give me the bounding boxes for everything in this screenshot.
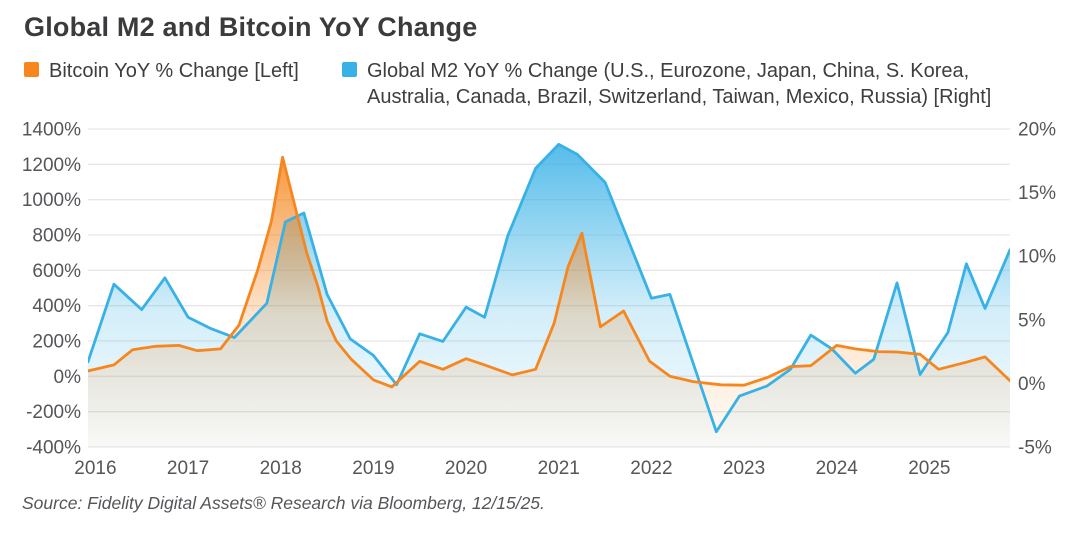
x-axis-year-label: 2018: [260, 458, 302, 479]
right-axis-tick-label: 20%: [1018, 120, 1056, 141]
x-axis-year-label: 2016: [74, 458, 116, 479]
page-title: Global M2 and Bitcoin YoY Change: [24, 12, 478, 42]
x-axis-year-label: 2024: [816, 458, 859, 479]
x-axis-year-label: 2017: [167, 458, 209, 479]
right-axis-tick-label: 0%: [1018, 374, 1046, 395]
legend-item-bitcoin: Bitcoin YoY % Change [Left]: [24, 58, 342, 84]
left-axis-tick-label: 1200%: [22, 155, 81, 176]
legend-item-m2: Global M2 YoY % Change (U.S., Eurozone, …: [342, 58, 1037, 111]
bitcoin-legend-swatch: [24, 62, 39, 77]
left-axis-tick-label: 1000%: [22, 190, 81, 211]
m2-legend-label: Global M2 YoY % Change (U.S., Eurozone, …: [367, 60, 992, 109]
left-axis-tick-label: -400%: [26, 438, 81, 459]
x-axis-year-label: 2019: [352, 458, 394, 479]
bitcoin-legend-label: Bitcoin YoY % Change [Left]: [49, 60, 299, 82]
bitcoin-area: [88, 157, 1010, 448]
source-citation: Source: Fidelity Digital Assets® Researc…: [22, 493, 545, 513]
x-axis-year-label: 2022: [630, 458, 672, 479]
x-axis-year-label: 2021: [538, 458, 580, 479]
right-axis-tick-label: 5%: [1018, 310, 1046, 331]
x-axis-year-label: 2025: [908, 458, 950, 479]
right-axis-tick-label: 15%: [1018, 183, 1056, 204]
left-axis-tick-label: 200%: [32, 332, 81, 353]
left-axis-tick-label: 400%: [32, 296, 81, 317]
legend: Bitcoin YoY % Change [Left] Global M2 Yo…: [24, 58, 1037, 111]
bitcoin-line: [88, 155, 1010, 389]
right-axis-tick-label: 10%: [1018, 247, 1056, 268]
m2-line: [88, 142, 1010, 434]
left-axis-tick-label: -200%: [26, 402, 81, 423]
left-axis-tick-label: 800%: [32, 226, 81, 247]
x-axis-year-label: 2020: [445, 458, 487, 479]
x-axis-year-label: 2023: [723, 458, 765, 479]
left-axis-tick-label: 0%: [54, 367, 82, 388]
left-axis-tick-label: 1400%: [22, 120, 81, 141]
left-axis-tick-label: 600%: [32, 261, 81, 282]
m2-legend-swatch: [342, 62, 357, 77]
right-axis-tick-label: -5%: [1018, 438, 1052, 459]
